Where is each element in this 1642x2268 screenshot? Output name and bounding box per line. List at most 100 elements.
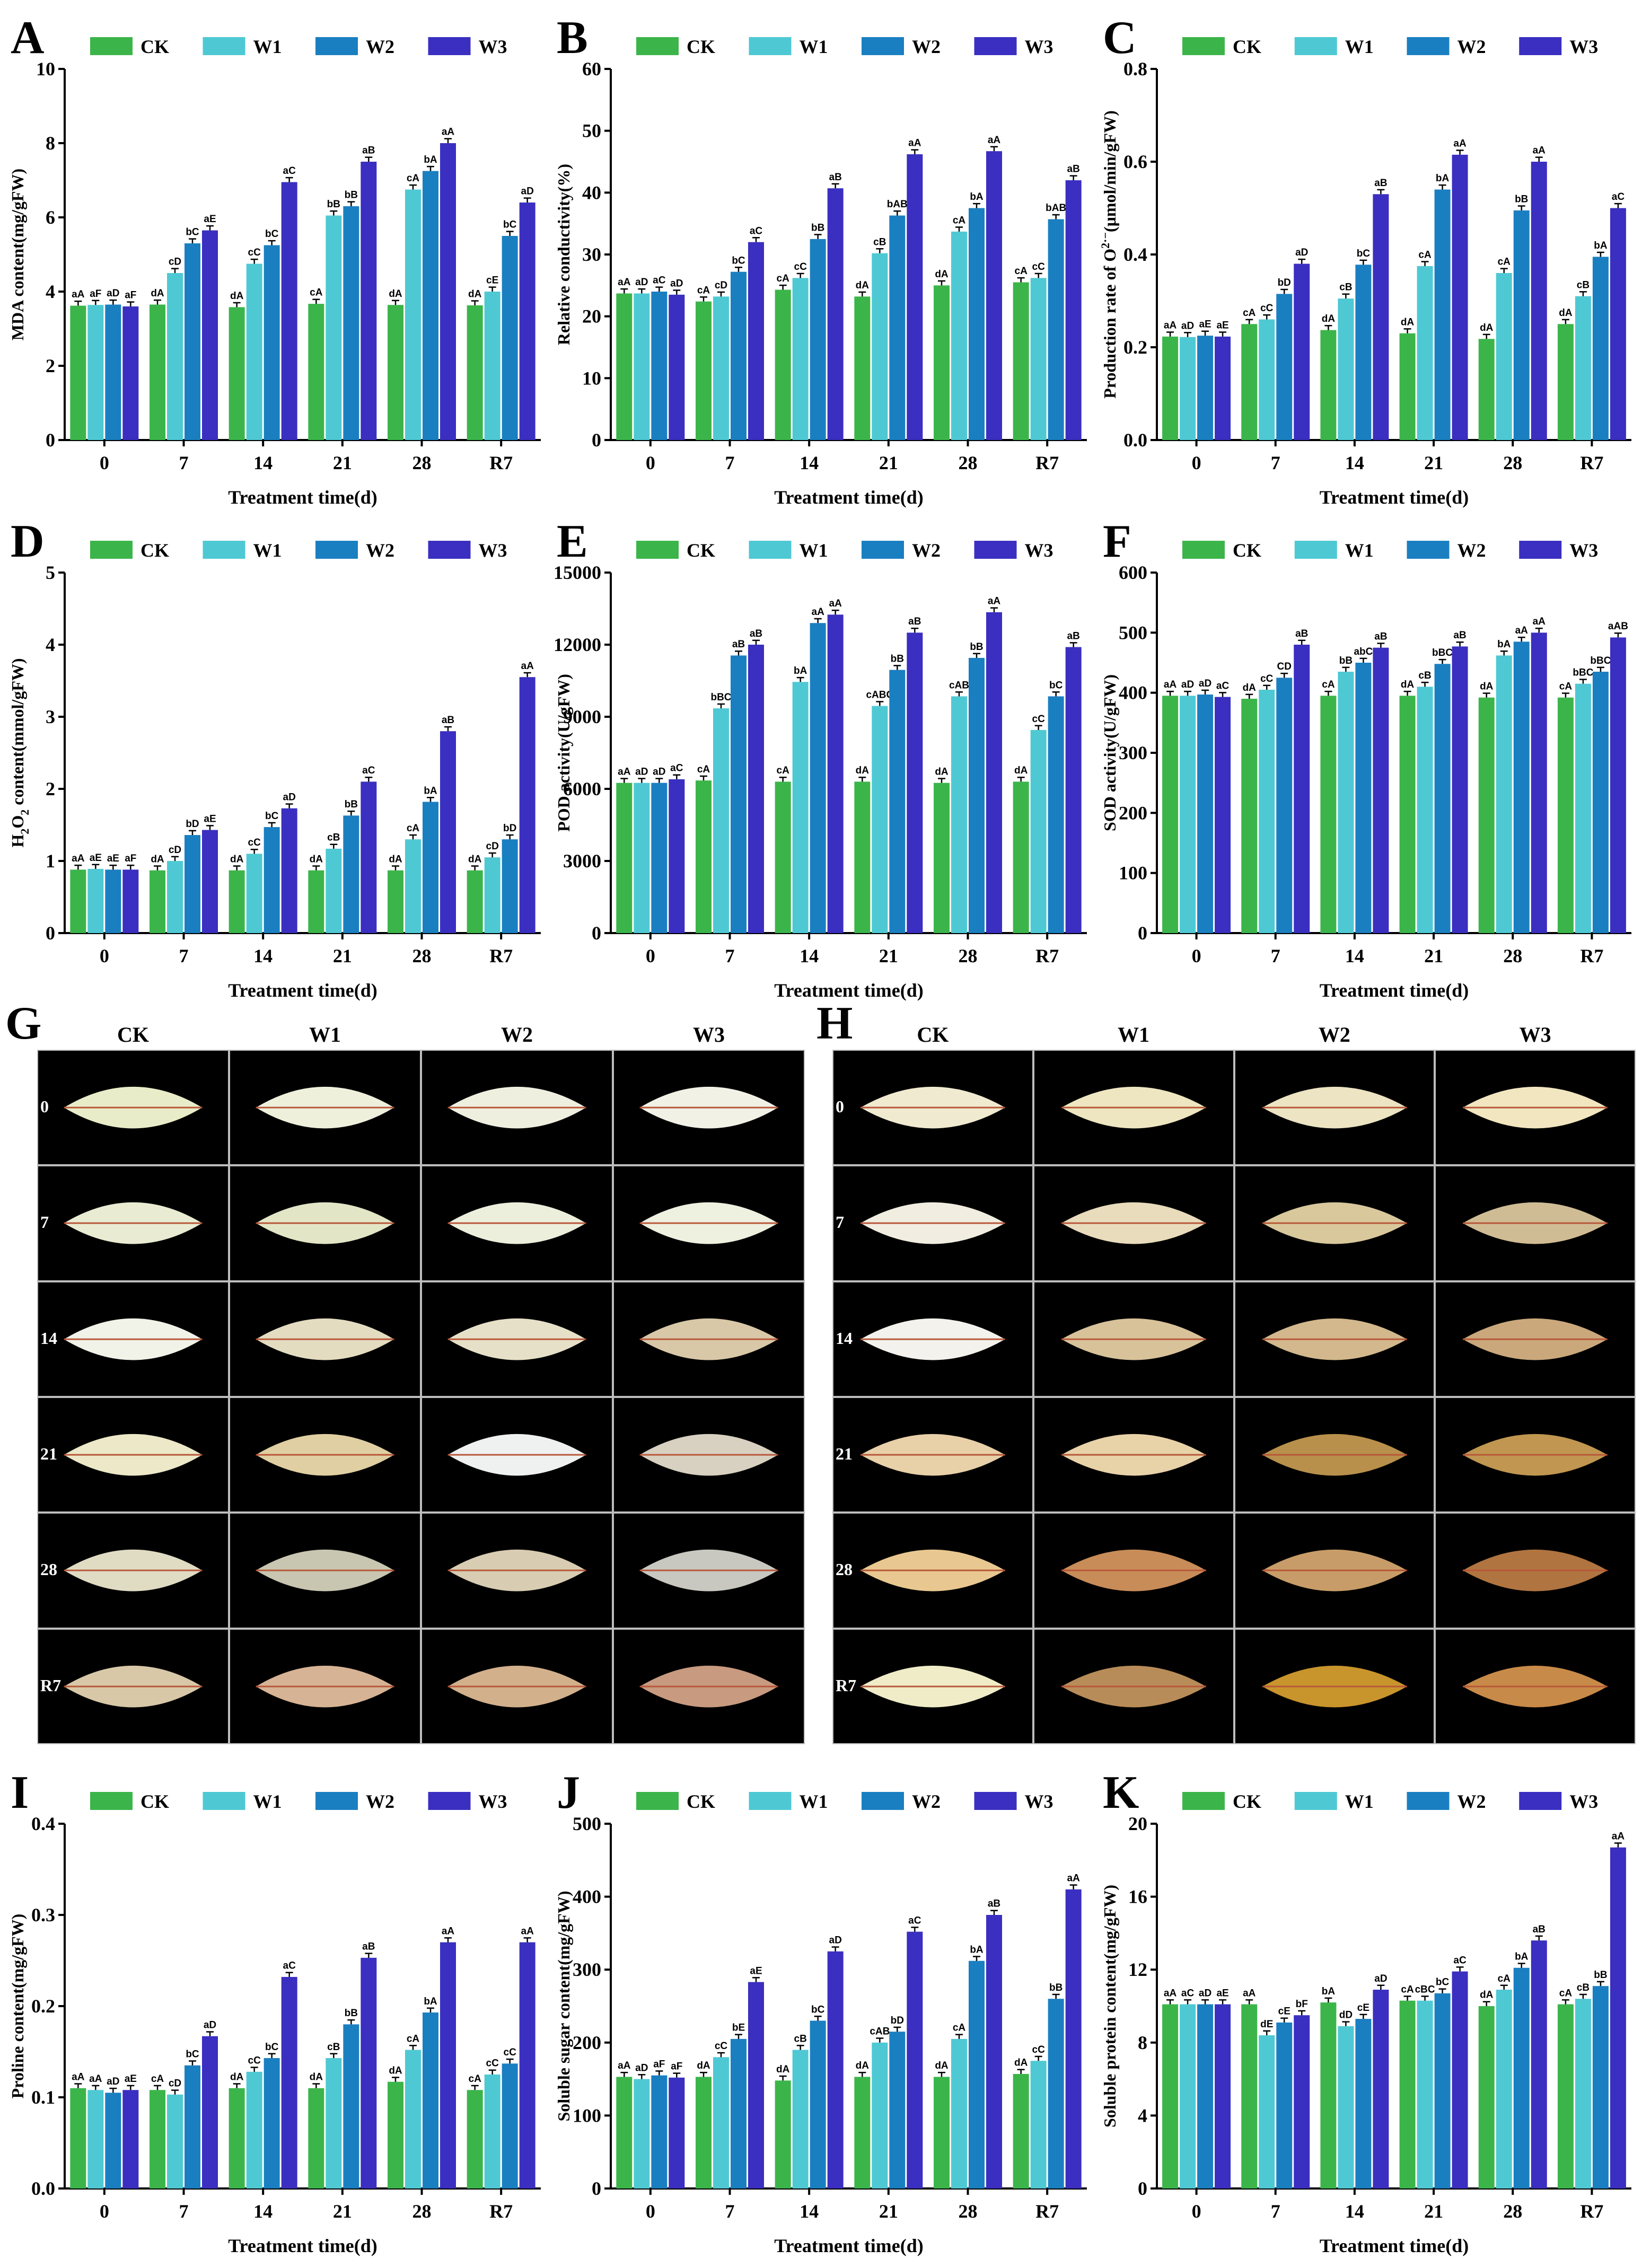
legend-swatch-ck bbox=[1182, 1792, 1225, 1810]
significance-label: cE bbox=[1278, 2006, 1290, 2017]
bar-w1 bbox=[1180, 337, 1196, 440]
x-tick-label: 14 bbox=[800, 2201, 819, 2222]
legend-swatch-ck bbox=[636, 541, 679, 559]
bar-w3 bbox=[986, 1915, 1002, 2188]
significance-label: dA bbox=[1014, 765, 1028, 776]
bar-ck bbox=[696, 301, 712, 440]
significance-label: cB bbox=[794, 2033, 807, 2044]
leaf-image bbox=[256, 1086, 394, 1129]
bar-w1 bbox=[872, 253, 888, 440]
x-tick-label: 14 bbox=[253, 452, 273, 473]
leaf-image bbox=[256, 1665, 394, 1708]
leaf-photo-cell bbox=[421, 1397, 613, 1513]
significance-label: cB bbox=[1339, 282, 1352, 293]
leaf-image bbox=[1262, 1202, 1407, 1244]
leaf-image bbox=[1463, 1434, 1608, 1476]
significance-label: cABC bbox=[866, 689, 893, 700]
bar-w2 bbox=[731, 271, 747, 440]
bar-w1 bbox=[713, 708, 729, 933]
significance-label: cC bbox=[715, 2041, 728, 2052]
bar-w3 bbox=[669, 779, 685, 933]
bar-w2 bbox=[969, 657, 985, 933]
y-tick-label: 0 bbox=[592, 429, 601, 451]
column-header: CK bbox=[117, 1023, 149, 1047]
legend-label-ck: CK bbox=[687, 1791, 715, 1812]
significance-label: aB bbox=[908, 616, 921, 627]
leaf-image bbox=[447, 1086, 586, 1129]
y-tick-label: 0.0 bbox=[31, 2178, 55, 2199]
significance-label: cC bbox=[1260, 673, 1274, 684]
significance-label: aA bbox=[1164, 320, 1177, 331]
significance-label: bC bbox=[811, 2004, 825, 2015]
significance-label: aE bbox=[90, 852, 102, 864]
leaf-image bbox=[64, 1434, 203, 1476]
leaf-photo-cell bbox=[613, 1628, 805, 1744]
significance-label: bC bbox=[732, 255, 745, 266]
y-tick-label: 12000 bbox=[554, 634, 601, 655]
leaf-photo-cell bbox=[1033, 1397, 1234, 1513]
y-tick-label: 15000 bbox=[554, 562, 601, 583]
y-tick-label: 1 bbox=[46, 850, 55, 872]
significance-label: aD bbox=[635, 277, 648, 288]
legend-swatch-ck bbox=[636, 1792, 679, 1810]
leaf-photo-cell bbox=[613, 1165, 805, 1281]
significance-label: dA bbox=[1480, 681, 1494, 692]
significance-label: cE bbox=[486, 275, 498, 286]
significance-label: cC bbox=[794, 261, 807, 272]
significance-label: aA bbox=[988, 135, 1001, 146]
legend-swatch-w1 bbox=[749, 37, 792, 55]
bar-w2 bbox=[1048, 696, 1064, 933]
x-axis-label: Treatment time(d) bbox=[774, 2235, 924, 2256]
leaf-image bbox=[860, 1550, 1005, 1592]
leaf-image bbox=[639, 1434, 778, 1476]
legend-swatch-w2 bbox=[315, 1792, 358, 1810]
panel-label: H bbox=[816, 998, 853, 1049]
leaf-image bbox=[447, 1318, 586, 1360]
significance-label: aF bbox=[671, 2061, 682, 2072]
y-tick-label: 600 bbox=[1119, 562, 1147, 583]
bar-w1 bbox=[792, 682, 809, 933]
y-tick-label: 4 bbox=[46, 281, 55, 302]
significance-label: cC bbox=[1032, 261, 1046, 272]
bar-ck bbox=[150, 304, 165, 440]
legend-swatch-w2 bbox=[1407, 1792, 1450, 1810]
significance-label: bA bbox=[794, 665, 807, 676]
bar-w3 bbox=[202, 830, 218, 933]
significance-label: abC bbox=[1354, 646, 1373, 657]
bar-w2 bbox=[1513, 641, 1530, 933]
significance-label: dA bbox=[468, 289, 482, 300]
significance-label: bAB bbox=[1046, 203, 1066, 214]
bar-w1 bbox=[1180, 696, 1196, 933]
legend-swatch-w3 bbox=[974, 1792, 1017, 1810]
legend-label-w3: W3 bbox=[1569, 1791, 1598, 1812]
significance-label: dA bbox=[776, 2064, 790, 2075]
bar-ck bbox=[1013, 781, 1029, 933]
significance-label: aE bbox=[1216, 320, 1228, 331]
significance-label: bA bbox=[1594, 240, 1608, 251]
significance-label: aE bbox=[204, 214, 216, 225]
leaf-image bbox=[1463, 1550, 1608, 1592]
significance-label: aA bbox=[442, 1926, 455, 1937]
leaf-photo-cell bbox=[421, 1281, 613, 1397]
leaf-image bbox=[447, 1665, 586, 1708]
bar-ck bbox=[854, 296, 871, 440]
row-label: R7 bbox=[836, 1675, 857, 1695]
legend-label-w1: W1 bbox=[800, 36, 828, 57]
x-tick-label: R7 bbox=[1580, 452, 1603, 473]
bar-ck bbox=[775, 2080, 791, 2188]
bar-ck bbox=[150, 870, 165, 933]
legend-swatch-w1 bbox=[203, 37, 245, 55]
bar-ck bbox=[1013, 282, 1029, 440]
bar-w1 bbox=[484, 292, 500, 440]
leaf-photo-cell bbox=[1033, 1281, 1234, 1397]
bar-w1 bbox=[1417, 266, 1433, 440]
y-tick-label: 0 bbox=[592, 2178, 601, 2199]
leaf-photo-cell bbox=[613, 1397, 805, 1513]
leaf-image bbox=[1061, 1665, 1206, 1708]
significance-label: dA bbox=[935, 767, 949, 778]
significance-label: aD bbox=[635, 767, 648, 778]
legend-swatch-w2 bbox=[315, 541, 358, 559]
significance-label: dA bbox=[389, 288, 402, 300]
significance-label: bF bbox=[1296, 1999, 1308, 2010]
bar-ck bbox=[934, 2077, 950, 2188]
